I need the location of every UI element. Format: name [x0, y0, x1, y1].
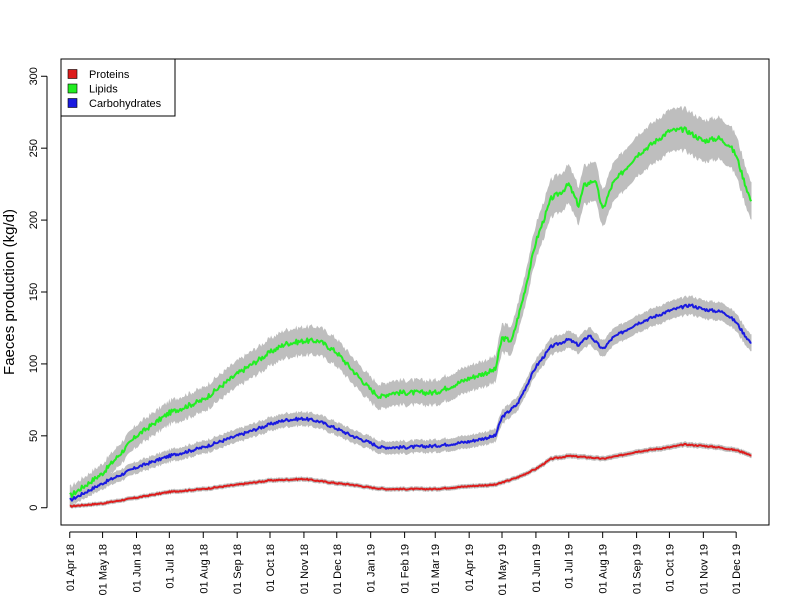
series-lines — [69, 126, 753, 508]
x-tick-label: 01 Jul 19 — [564, 544, 576, 589]
x-tick-label: 01 Nov 18 — [299, 544, 311, 594]
legend-label-lipids: Lipids — [89, 84, 118, 96]
x-tick-label: 01 May 19 — [497, 544, 509, 595]
series-line-lipids — [69, 126, 753, 498]
band-carbohydrates — [69, 295, 752, 506]
y-axis: 0 50 100 150 200 250 300 — [28, 67, 48, 511]
x-tick-label: 01 Aug 18 — [198, 544, 210, 594]
x-tick-label: 01 Aug 19 — [598, 544, 610, 594]
y-tick-label: 100 — [28, 355, 40, 373]
plot-frame — [60, 58, 770, 526]
x-tick-label: 01 Feb 19 — [400, 544, 412, 594]
legend-swatch-carbohydrates — [67, 98, 78, 108]
x-tick-label: 01 Apr 19 — [464, 544, 476, 591]
y-tick-label: 150 — [28, 283, 40, 301]
band-proteins — [69, 441, 752, 509]
series-line-carbohydrates — [69, 303, 752, 502]
series-line-proteins — [69, 442, 752, 508]
x-tick-label: 01 Jul 18 — [164, 544, 176, 589]
x-tick-label: 01 Dec 19 — [731, 544, 743, 594]
y-tick-label: 0 — [28, 505, 40, 511]
band-lipids — [69, 106, 752, 506]
confidence-bands — [69, 106, 752, 509]
x-tick-label: 01 May 18 — [98, 544, 110, 595]
x-tick-label: 01 Nov 19 — [698, 544, 710, 594]
x-tick-label: 01 Apr 18 — [65, 544, 77, 591]
y-tick-label: 200 — [28, 211, 40, 229]
y-tick-label: 250 — [28, 139, 40, 157]
x-tick-label: 01 Oct 19 — [664, 544, 676, 592]
y-tick-label: 50 — [28, 430, 40, 442]
x-tick-label: 01 Jun 19 — [531, 544, 543, 592]
x-axis: 01 Apr 18 01 May 18 01 Jun 18 01 Jul 18 01 A… — [65, 531, 743, 595]
y-axis-label: Faeces production (kg/d) — [1, 209, 18, 375]
x-tick-label: 01 Jun 18 — [132, 544, 144, 592]
legend-box — [60, 58, 176, 117]
x-tick-label: 01 Mar 19 — [430, 544, 442, 594]
legend-swatch-lipids — [67, 83, 78, 94]
legend-swatch-proteins — [67, 69, 78, 79]
legend: Proteins Lipids Carbohydrates — [60, 58, 176, 117]
legend-label-proteins: Proteins — [89, 69, 130, 81]
x-tick-label: 01 Jan 19 — [366, 544, 378, 592]
x-tick-label: 01 Sep 19 — [632, 544, 644, 594]
x-tick-label: 01 Sep 18 — [232, 544, 244, 594]
x-tick-label: 01 Dec 18 — [332, 544, 344, 594]
y-tick-label: 300 — [28, 67, 40, 85]
x-tick-label: 01 Oct 18 — [265, 544, 277, 592]
legend-label-carbohydrates: Carbohydrates — [89, 98, 162, 110]
